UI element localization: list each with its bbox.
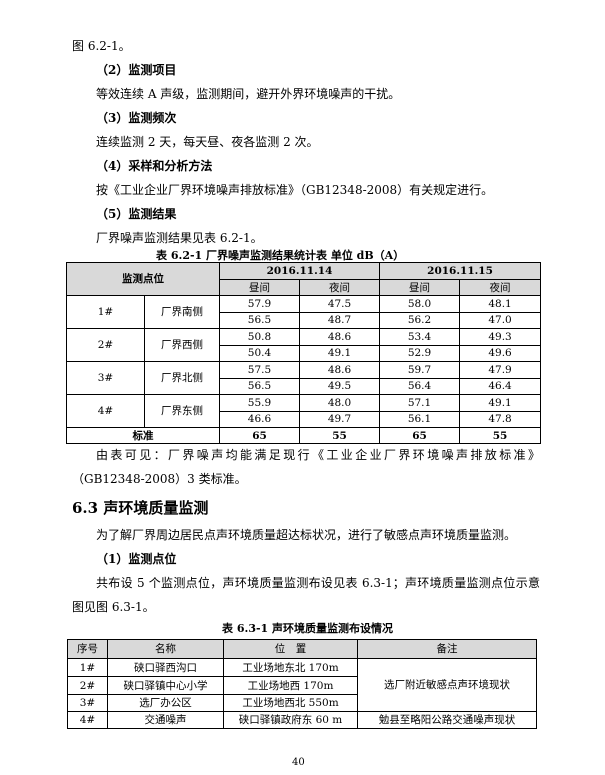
table-row: 46.6 49.7 56.1 47.8 — [67, 410, 542, 428]
cell-value: 49.5 — [298, 377, 381, 395]
paragraph: 连续监测 2 天，每天昼、夜各监测 2 次。 — [96, 135, 319, 149]
cell-value: 50.8 — [219, 328, 300, 346]
section-heading: （4）采样和分析方法 — [96, 159, 213, 173]
table-row: 2# 厂界西侧 50.8 48.6 53.4 49.3 — [66, 328, 542, 362]
cell-value: 48.0 — [298, 394, 381, 412]
cell-value: 49.3 — [459, 328, 542, 346]
header-note: 备注 — [357, 639, 537, 659]
cell-value: 47.9 — [459, 361, 542, 379]
header-position: 位 置 — [223, 639, 358, 659]
cell-value: 46.6 — [219, 410, 300, 428]
header-date: 2016.11.14 — [218, 262, 381, 280]
header-night: 夜间 — [459, 279, 542, 296]
cell-value: 49.1 — [459, 394, 542, 412]
header-night: 夜间 — [298, 279, 381, 296]
header-no: 序号 — [67, 639, 108, 659]
cell-value: 53.4 — [379, 328, 461, 346]
table-row: 4# 厂界东侧 55.9 48.0 57.1 49.1 — [66, 394, 542, 428]
cell-point-location: 厂界北侧 — [144, 361, 220, 395]
standard-label: 标准 — [66, 427, 220, 444]
standard-value: 55 — [298, 427, 381, 444]
cell-note: 勉县至略阳公路交通噪声现状 — [357, 711, 537, 729]
section-heading: （1）监测点位 — [96, 552, 177, 566]
paragraph: （GB12348-2008）3 类标准。 — [72, 472, 247, 486]
cell-note: 选厂附近敏感点声环境现状 — [357, 658, 537, 712]
paragraph: 共布设 5 个监测点位，声环境质量监测布设见表 6.3-1；声环境质量监测点位示… — [96, 576, 540, 590]
cell-value: 49.6 — [459, 344, 542, 362]
cell-value: 49.7 — [298, 410, 381, 428]
cell-name: 硖口驿西沟口 — [107, 658, 224, 677]
paragraph: 图见图 6.3-1。 — [72, 600, 155, 614]
cell-name: 交通噪声 — [107, 711, 224, 729]
cell-name: 选厂办公区 — [107, 694, 224, 712]
cell-value: 56.5 — [219, 377, 300, 395]
noise-results-table: 监测点位 2016.11.14 2016.11.15 昼间 夜间 昼间 夜间 1… — [66, 262, 542, 444]
table2-caption: 表 6.3-1 声环境质量监测布设情况 — [222, 622, 394, 635]
cell-name: 硖口驿镇中心小学 — [107, 676, 224, 695]
section-title: 6.3 声环境质量监测 — [72, 499, 209, 517]
cell-no: 4# — [67, 711, 108, 729]
cell-value: 52.9 — [379, 344, 461, 362]
cell-value: 58.0 — [379, 295, 461, 313]
cell-value: 59.7 — [379, 361, 461, 379]
cell-position: 工业场地西北 550m — [223, 694, 358, 712]
cell-value: 48.1 — [459, 295, 542, 313]
paragraph: 图 6.2-1。 — [72, 39, 131, 53]
cell-value: 48.7 — [298, 311, 381, 329]
monitoring-points-table: 序号 名称 位 置 备注 1# 硖口驿西沟口 工业场地东北 170m 选厂附近敏… — [67, 639, 537, 729]
paragraph: 按《工业企业厂界环境噪声排放标准》（GB12348-2008）有关规定进行。 — [96, 183, 494, 197]
header-name: 名称 — [107, 639, 224, 659]
cell-value: 57.1 — [379, 394, 461, 412]
table-row: 56.5 49.5 56.4 46.4 — [67, 377, 542, 395]
cell-point-location: 厂界东侧 — [144, 394, 220, 428]
page-number: 40 — [292, 757, 305, 768]
cell-value: 49.1 — [298, 344, 381, 362]
standard-value: 65 — [379, 427, 461, 444]
section-heading: （3）监测频次 — [96, 111, 177, 125]
table1-caption: 表 6.2-1 厂界噪声监测结果统计表 单位 dB（A） — [156, 249, 405, 262]
cell-value: 56.5 — [219, 311, 300, 329]
cell-value: 47.8 — [459, 410, 542, 428]
cell-point-location: 厂界西侧 — [144, 328, 220, 362]
cell-value: 57.5 — [219, 361, 300, 379]
paragraph: 厂界噪声监测结果见表 6.2-1。 — [96, 231, 263, 245]
cell-value: 55.9 — [219, 394, 300, 412]
header-date: 2016.11.15 — [379, 262, 542, 280]
header-point: 监测点位 — [66, 262, 220, 296]
cell-point-location: 厂界南侧 — [144, 295, 220, 329]
standard-value: 65 — [219, 427, 300, 444]
cell-value: 48.6 — [298, 361, 381, 379]
cell-position: 工业场地东北 170m — [223, 658, 358, 677]
paragraph: 由表可见：厂界噪声均能满足现行《工业企业厂界环境噪声排放标准》 — [96, 448, 540, 462]
cell-value: 56.1 — [379, 410, 461, 428]
cell-position: 工业场地西 170m — [223, 676, 358, 695]
section-heading: （5）监测结果 — [96, 207, 177, 221]
cell-point-id: 2# — [66, 328, 145, 362]
cell-point-id: 1# — [66, 295, 145, 329]
section-heading: （2）监测项目 — [96, 63, 177, 77]
cell-value: 47.5 — [298, 295, 381, 313]
cell-position: 硖口驿镇政府东 60 m — [223, 711, 358, 729]
cell-value: 47.0 — [459, 311, 542, 329]
cell-value: 56.4 — [379, 377, 461, 395]
cell-value: 57.9 — [219, 295, 300, 313]
cell-value: 56.2 — [379, 311, 461, 329]
cell-no: 1# — [67, 658, 108, 677]
table-row: 3# 厂界北侧 57.5 48.6 59.7 47.9 — [66, 361, 542, 395]
standard-value: 55 — [459, 427, 542, 444]
paragraph: 为了解厂界周边居民点声环境质量超达标状况，进行了敏感点声环境质量监测。 — [96, 528, 517, 542]
cell-no: 2# — [67, 676, 108, 695]
cell-point-id: 3# — [66, 361, 145, 395]
table-row: 1# 厂界南侧 57.9 47.5 58.0 48.1 — [66, 295, 542, 329]
header-day: 昼间 — [219, 279, 300, 296]
cell-point-id: 4# — [66, 394, 145, 428]
cell-value: 48.6 — [298, 328, 381, 346]
paragraph: 等效连续 A 声级，监测期间，避开外界环境噪声的干扰。 — [96, 87, 401, 101]
cell-value: 46.4 — [459, 377, 542, 395]
header-day: 昼间 — [379, 279, 461, 296]
cell-value: 50.4 — [219, 344, 300, 362]
cell-no: 3# — [67, 694, 108, 712]
